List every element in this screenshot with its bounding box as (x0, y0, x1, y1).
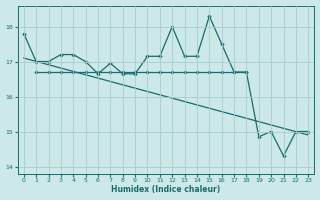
X-axis label: Humidex (Indice chaleur): Humidex (Indice chaleur) (111, 185, 221, 194)
